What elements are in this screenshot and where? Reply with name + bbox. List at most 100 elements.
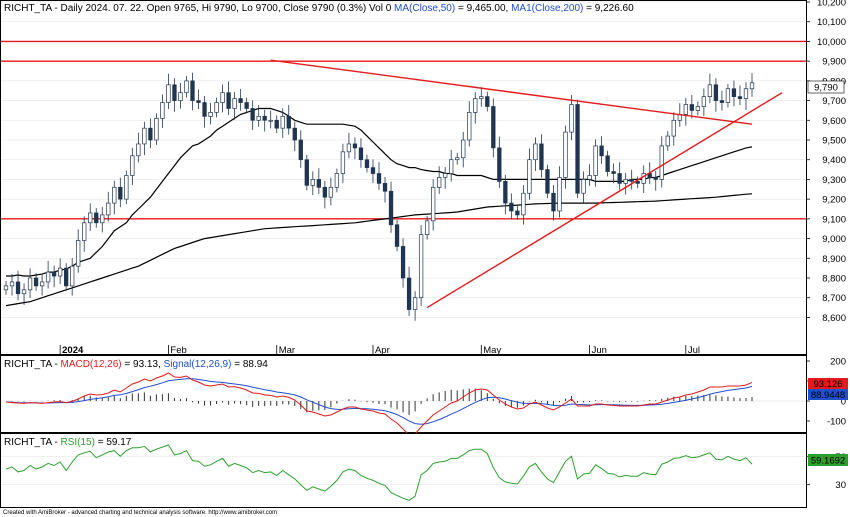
candle-body (256, 115, 261, 121)
candle (406, 266, 412, 317)
candle (743, 82, 749, 110)
candle-body (671, 119, 676, 137)
candle (136, 132, 141, 163)
rsi-header: RICHT_TA - RSI(15) = 59.17 (4, 437, 132, 448)
price-tick-label: 8,900 (822, 254, 846, 265)
candle (707, 73, 713, 104)
candle-body (238, 98, 243, 103)
candle-body (467, 112, 472, 141)
candle (635, 176, 640, 189)
price-axis: 10,20010,10010,0009,9009,8009,7009,6009,… (806, 0, 846, 324)
candle (388, 181, 394, 233)
candle-body (683, 104, 688, 115)
candle (118, 177, 123, 208)
candle-body (515, 210, 520, 216)
candle-body (545, 169, 550, 194)
candle (497, 136, 502, 188)
candle-body (130, 155, 135, 176)
price-tick-label: 8,600 (822, 313, 846, 324)
candle (208, 102, 213, 125)
candle (172, 78, 177, 112)
candle (268, 110, 273, 129)
candle-body (665, 135, 670, 147)
candle-body (653, 177, 658, 180)
candle-body (154, 117, 159, 141)
candle-body (250, 108, 255, 121)
candle (382, 176, 388, 203)
candle (515, 206, 520, 220)
candle (178, 83, 183, 109)
candle-body (148, 127, 153, 141)
signal-badge-label: 88.9448 (811, 390, 845, 401)
price-tick-label: 9,500 (822, 136, 846, 147)
candle (563, 125, 568, 189)
candle-body (581, 179, 586, 194)
candle-body (370, 167, 376, 174)
candle-body (406, 277, 412, 310)
candle-body (551, 192, 556, 212)
candle (437, 166, 442, 194)
candle (659, 136, 664, 188)
candle-body (100, 214, 105, 224)
trendline (426, 92, 783, 309)
candle-body (695, 106, 701, 111)
candle (256, 105, 261, 127)
candle (551, 185, 556, 221)
candle (503, 174, 508, 215)
candle (641, 165, 646, 194)
rsi-line (5, 444, 753, 501)
candle-body (430, 186, 436, 222)
candle-body (382, 183, 388, 192)
trendlines (270, 59, 783, 309)
candle (21, 283, 27, 306)
candle-body (587, 175, 592, 180)
signal-line (5, 378, 753, 425)
candle (39, 273, 45, 296)
candle-body (39, 281, 45, 287)
candle-body (412, 297, 418, 310)
candle (605, 150, 610, 177)
candle-body (659, 145, 664, 180)
date-tick-label: Feb (170, 345, 186, 356)
candle-body (232, 98, 237, 109)
candle (731, 80, 737, 107)
candle-body (689, 104, 694, 111)
rsi-panel: 7030 RICHT_TA - RSI(15) = 59.17 59.1692 (0, 433, 848, 508)
candle (467, 101, 472, 147)
price-tick-label: 9,200 (822, 195, 846, 206)
candle-body (533, 143, 538, 161)
candle (412, 291, 418, 321)
candle-body (725, 88, 731, 103)
candle-body (70, 265, 75, 287)
candle-body (713, 84, 719, 101)
date-tick-label: Jun (592, 345, 607, 356)
candle-body (364, 159, 370, 168)
candle-body (3, 285, 9, 291)
candle (376, 162, 382, 190)
candle-body (15, 281, 21, 295)
candlesticks (3, 72, 755, 321)
price-tick-label: 9,600 (822, 116, 846, 127)
candle-body (178, 92, 183, 101)
candle (449, 150, 454, 182)
macd-line (5, 372, 753, 436)
candle-body (527, 159, 532, 194)
candle (166, 73, 171, 110)
candle-body (509, 202, 514, 212)
date-tick-label: May (483, 345, 501, 356)
candle (461, 131, 466, 168)
candle-body (160, 102, 165, 119)
date-tick-label: Jul (688, 345, 700, 356)
candle (749, 73, 755, 97)
candle-body (208, 112, 213, 117)
macd-tick-label: 0 (841, 397, 846, 408)
candle-body (298, 139, 303, 161)
candle-body (33, 277, 39, 287)
rsi-badge: 59.1692 (808, 454, 848, 467)
candle (262, 109, 267, 132)
candle-body (731, 88, 737, 97)
price-tick-label: 10,000 (817, 37, 846, 48)
macd-histogram (11, 388, 753, 415)
ma200-line (5, 193, 753, 307)
